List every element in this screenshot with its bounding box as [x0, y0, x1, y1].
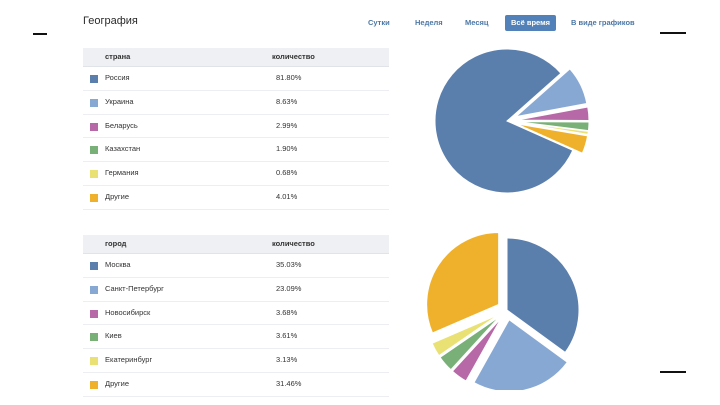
right-edge-dash-top — [660, 32, 686, 34]
legend-swatch — [90, 262, 98, 270]
table-row: Украина 8.63% — [83, 91, 389, 115]
table-row: Германия 0.68% — [83, 162, 389, 186]
row-name: Другие — [105, 378, 130, 388]
column-header-city[interactable]: город — [105, 239, 127, 248]
row-name: Новосибирск — [105, 307, 151, 317]
pie-slice-5[interactable] — [516, 121, 589, 135]
table-header: город количество — [83, 235, 389, 254]
pie-slice-2[interactable] — [473, 319, 569, 390]
pie-slice-1[interactable] — [506, 237, 580, 354]
table-row: Киев 3.61% — [83, 325, 389, 350]
table-header: страна количество — [83, 48, 389, 67]
table-row: Казахстан 1.90% — [83, 138, 389, 163]
pie-slice-3[interactable] — [451, 317, 502, 382]
legend-swatch — [90, 309, 98, 318]
legend-swatch — [90, 122, 98, 131]
pie-slice-3[interactable] — [516, 106, 590, 121]
tab-week[interactable]: Неделя — [415, 18, 443, 27]
pie-slice-6[interactable] — [516, 123, 589, 154]
table-row: Другие 31.46% — [83, 373, 389, 397]
row-value: 8.63% — [276, 96, 298, 106]
row-name: Беларусь — [105, 120, 138, 130]
row-name: Украина — [105, 96, 134, 106]
row-value: 4.01% — [276, 191, 298, 201]
right-edge-dash-bottom — [660, 371, 686, 373]
tab-month[interactable]: Месяц — [465, 18, 489, 27]
country-table: страна количество Россия 81.80% Украина … — [83, 48, 389, 210]
legend-swatch — [90, 333, 98, 342]
row-value: 31.46% — [276, 378, 302, 388]
table-row: Санкт-Петербург 23.09% — [83, 278, 389, 302]
country-pie-chart — [434, 48, 590, 194]
pie-slice-4[interactable] — [516, 121, 590, 132]
row-name: Киев — [105, 331, 122, 341]
legend-swatch — [90, 98, 98, 107]
row-value: 2.99% — [276, 120, 298, 130]
row-value: 3.13% — [276, 355, 298, 365]
tab-all-time[interactable]: Всё время — [505, 15, 557, 31]
pie-slice-6[interactable] — [426, 231, 500, 334]
pie-slice-4[interactable] — [439, 316, 500, 371]
row-value: 1.90% — [276, 144, 298, 154]
city-table: город количество Москва 35.03% Санкт-Пет… — [83, 235, 389, 397]
left-edge-dash — [33, 33, 47, 35]
table-row: Другие 4.01% — [83, 186, 389, 210]
row-name: Другие — [105, 191, 130, 201]
legend-swatch — [90, 357, 98, 366]
page-title: География — [83, 15, 138, 27]
column-header-count[interactable]: количество — [272, 239, 315, 248]
legend-swatch — [90, 193, 98, 202]
row-name: Москва — [105, 260, 131, 269]
pie-slice-1[interactable] — [434, 48, 574, 194]
row-value: 0.68% — [276, 168, 298, 178]
row-name: Екатеринбург — [105, 355, 153, 365]
row-value: 35.03% — [276, 260, 302, 269]
legend-swatch — [90, 146, 98, 155]
row-name: Германия — [105, 168, 139, 178]
legend-swatch — [90, 75, 98, 83]
row-name: Казахстан — [105, 144, 141, 154]
row-value: 81.80% — [276, 73, 302, 82]
table-row: Новосибирск 3.68% — [83, 302, 389, 326]
legend-swatch — [90, 170, 98, 179]
row-value: 3.61% — [276, 331, 298, 341]
table-row: Россия 81.80% — [83, 67, 389, 91]
tab-day[interactable]: Сутки — [368, 18, 390, 27]
column-header-country[interactable]: страна — [105, 52, 131, 61]
row-value: 3.68% — [276, 307, 298, 317]
row-name: Санкт-Петербург — [105, 283, 164, 293]
table-row: Москва 35.03% — [83, 254, 389, 278]
tab-charts-view[interactable]: В виде графиков — [571, 18, 635, 27]
table-row: Беларусь 2.99% — [83, 115, 389, 139]
pie-slice-2[interactable] — [514, 68, 588, 118]
table-row: Екатеринбург 3.13% — [83, 349, 389, 373]
row-name: Россия — [105, 73, 130, 82]
row-value: 23.09% — [276, 283, 302, 293]
legend-swatch — [90, 285, 98, 294]
legend-swatch — [90, 380, 98, 389]
pie-slice-5[interactable] — [431, 314, 499, 357]
city-pie-chart — [426, 231, 580, 390]
column-header-count[interactable]: количество — [272, 52, 315, 61]
